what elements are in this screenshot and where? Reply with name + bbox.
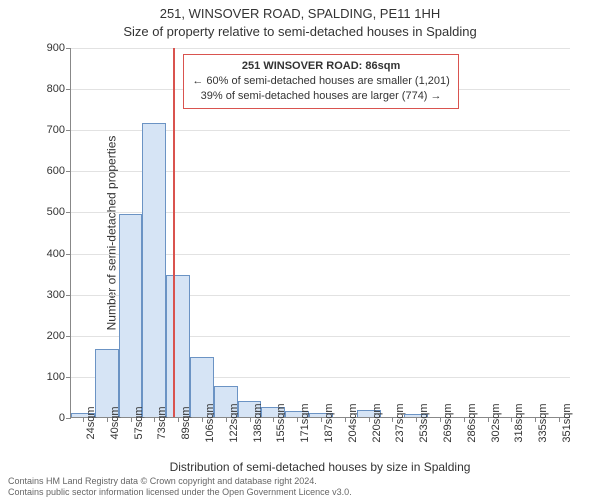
- y-tick-mark: [66, 336, 71, 337]
- y-tick-mark: [66, 130, 71, 131]
- y-tick-label: 500: [47, 206, 65, 218]
- y-tick-label: 800: [47, 83, 65, 95]
- y-tick-mark: [66, 212, 71, 213]
- x-tick-label: 302sqm: [488, 403, 502, 442]
- y-tick-mark: [66, 377, 71, 378]
- x-tick-label: 220sqm: [369, 403, 383, 442]
- footer-line-1: Contains HM Land Registry data © Crown c…: [8, 476, 592, 486]
- footer-line-2: Contains public sector information licen…: [8, 487, 592, 497]
- y-tick-label: 0: [59, 412, 65, 424]
- chart-title-sub: Size of property relative to semi-detach…: [0, 24, 600, 39]
- y-tick-label: 300: [47, 289, 65, 301]
- chart-title-main: 251, WINSOVER ROAD, SPALDING, PE11 1HH: [0, 6, 600, 21]
- annotation-title: 251 WINSOVER ROAD: 86sqm: [192, 59, 449, 74]
- x-tick-label: 286sqm: [464, 403, 478, 442]
- gridline: [71, 48, 570, 49]
- histogram-chart: 251, WINSOVER ROAD, SPALDING, PE11 1HH S…: [0, 0, 600, 500]
- annotation-smaller: ← 60% of semi-detached houses are smalle…: [192, 74, 449, 89]
- y-tick-label: 100: [47, 371, 65, 383]
- reference-line: [173, 48, 175, 417]
- x-tick-label: 237sqm: [392, 403, 406, 442]
- y-tick-mark: [66, 89, 71, 90]
- x-tick-label: 187sqm: [321, 403, 335, 442]
- histogram-bar: [166, 275, 190, 417]
- y-tick-mark: [66, 418, 71, 419]
- reference-annotation: 251 WINSOVER ROAD: 86sqm← 60% of semi-de…: [183, 54, 458, 109]
- annotation-larger: 39% of semi-detached houses are larger (…: [192, 89, 449, 104]
- plot-area: 010020030040050060070080090024sqm40sqm57…: [70, 48, 570, 418]
- y-tick-mark: [66, 171, 71, 172]
- y-tick-label: 400: [47, 248, 65, 260]
- y-tick-mark: [66, 254, 71, 255]
- histogram-bar: [119, 214, 143, 418]
- x-tick-label: 171sqm: [297, 403, 311, 442]
- x-axis-label: Distribution of semi-detached houses by …: [70, 460, 570, 474]
- histogram-bar: [142, 123, 166, 417]
- x-tick-label: 253sqm: [416, 403, 430, 442]
- x-tick-label: 335sqm: [535, 403, 549, 442]
- x-tick-label: 318sqm: [511, 403, 525, 442]
- x-tick-label: 269sqm: [440, 403, 454, 442]
- y-tick-label: 900: [47, 42, 65, 54]
- y-tick-label: 700: [47, 124, 65, 136]
- y-tick-mark: [66, 295, 71, 296]
- y-tick-label: 200: [47, 330, 65, 342]
- x-tick-label: 155sqm: [273, 403, 287, 442]
- y-tick-mark: [66, 48, 71, 49]
- x-tick-label: 351sqm: [559, 403, 573, 442]
- y-tick-label: 600: [47, 165, 65, 177]
- attribution-footer: Contains HM Land Registry data © Crown c…: [8, 476, 592, 497]
